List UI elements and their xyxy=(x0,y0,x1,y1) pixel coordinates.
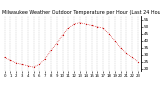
Text: Milwaukee Weather Outdoor Temperature per Hour (Last 24 Hours): Milwaukee Weather Outdoor Temperature pe… xyxy=(2,10,160,15)
